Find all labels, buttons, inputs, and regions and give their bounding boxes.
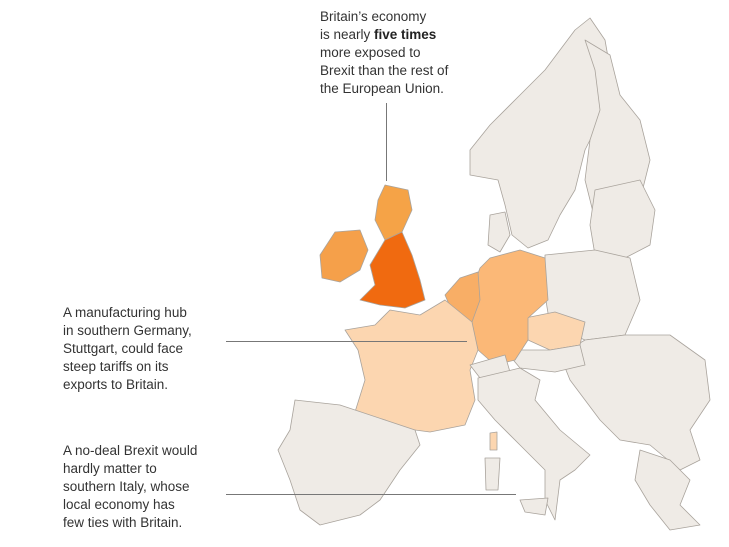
- annotation-line: more exposed to: [320, 45, 421, 60]
- region-baltics: [589, 179, 656, 259]
- region-greece: [634, 449, 701, 531]
- annotation-line: hardly matter to: [63, 461, 157, 476]
- annotation-line: is nearly five times: [320, 26, 448, 44]
- region-corsica: [489, 431, 498, 451]
- britain-leader-line: [386, 103, 387, 181]
- region-scotland: [374, 184, 413, 241]
- annotation-line: Stuttgart, could face: [63, 341, 184, 356]
- annotation-line: southern Italy, whose: [63, 479, 190, 494]
- stuttgart-leader-line: [226, 341, 467, 342]
- annotation-line: Brexit than the rest of: [320, 63, 449, 78]
- annotation-line: A manufacturing hub: [63, 305, 187, 320]
- region-france: [344, 299, 479, 433]
- stuttgart-annotation: A manufacturing hub in southern Germany,…: [63, 304, 192, 394]
- region-sardinia: [484, 457, 501, 491]
- region-sicily: [519, 497, 549, 516]
- annotation-text: is nearly: [320, 27, 375, 42]
- annotation-line: local economy has: [63, 497, 175, 512]
- annotation-line: Britain’s economy: [320, 9, 427, 24]
- annotation-line: in southern Germany,: [63, 323, 192, 338]
- region-england: [359, 231, 426, 309]
- britain-annotation: Britain’s economy is nearly five times m…: [320, 8, 448, 98]
- region-italy: [477, 367, 591, 521]
- annotation-line: the European Union.: [320, 81, 444, 96]
- annotation-line: A no-deal Brexit would: [63, 443, 198, 458]
- region-denmark: [487, 211, 511, 253]
- annotation-line: exports to Britain.: [63, 377, 169, 392]
- region-germany: [469, 249, 549, 366]
- region-ireland: [319, 229, 369, 283]
- annotation-line: few ties with Britain.: [63, 515, 183, 530]
- annotation-emphasis: five times: [374, 27, 437, 42]
- region-iberia: [277, 399, 421, 526]
- italy-leader-line: [226, 494, 516, 495]
- italy-annotation: A no-deal Brexit would hardly matter to …: [63, 442, 197, 532]
- annotation-line: steep tariffs on its: [63, 359, 169, 374]
